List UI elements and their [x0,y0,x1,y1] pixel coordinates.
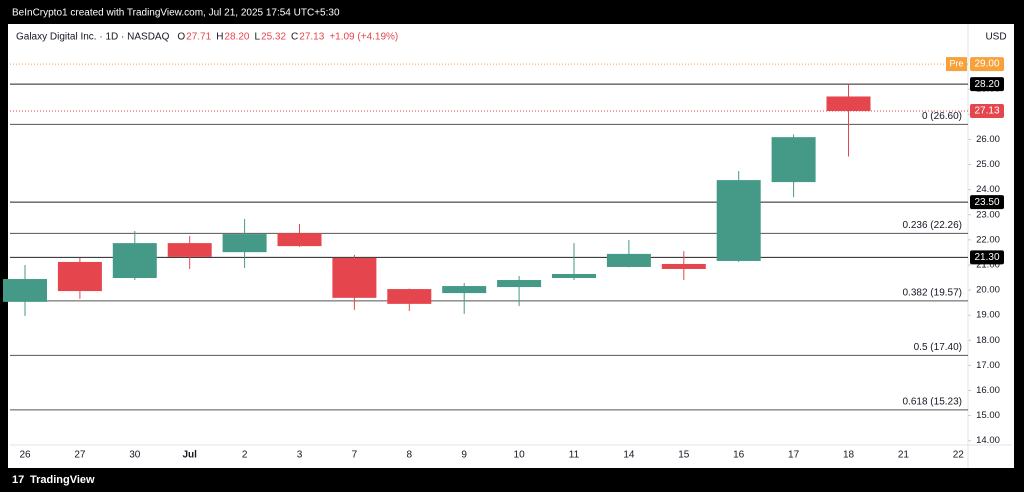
level-label: 28.20 [974,79,999,90]
candle-body [826,96,871,112]
x-tick-label: 17 [788,450,800,461]
y-tick-label: 14.00 [976,435,1000,446]
y-tick-label: 23.00 [976,209,1000,220]
premarket-badge [970,57,1004,72]
y-tick-label: 25.00 [976,159,1000,170]
x-tick-label: 21 [898,450,910,461]
level-label: 21.30 [974,252,999,263]
legend-key: O [177,32,185,43]
fib-label: 0.5 (17.40) [914,342,962,353]
premarket-tag: Pre [949,58,963,68]
x-tick-label: 18 [843,450,855,461]
currency: USD [985,32,1006,43]
x-tick-label: 16 [733,450,745,461]
x-tick-label: 3 [297,450,303,461]
x-tick-label: 22 [953,450,965,461]
legend-key: C [291,32,298,43]
premarket-label: 29.00 [974,59,999,70]
y-tick-label: 26.00 [976,134,1000,145]
last-price-badge [970,104,1004,119]
brand: TradingView [30,474,95,486]
candle-body [716,180,761,261]
fib-label: 0 (26.60) [922,111,962,122]
top-bar-text: BeInCrypto1 created with TradingView.com… [12,8,340,19]
x-tick-label: 11 [569,450,580,461]
x-tick-label: 15 [678,450,690,461]
x-tick-label: 2 [242,450,248,461]
x-tick-label: 30 [129,450,141,461]
candle-body [332,257,377,298]
candle-body [387,289,432,304]
legend-key: L [254,32,260,43]
x-tick-label: 14 [623,450,635,461]
y-tick-label: 17.00 [976,360,1000,371]
level-badge [970,250,1004,265]
last-price-label: 27.13 [974,106,999,117]
x-tick-label: 27 [74,450,86,461]
candle-body [222,234,267,253]
level-label: 23.50 [974,197,999,208]
candle-body [112,243,157,279]
y-tick-label: 20.00 [976,285,1000,296]
legend-value: 27.71 [186,32,211,43]
candle-body [277,233,322,247]
fib-label: 0.618 (15.23) [903,396,963,407]
y-tick-label: 15.00 [976,410,1000,421]
legend-symbol: Galaxy Digital Inc. · 1D · NASDAQ [16,32,170,43]
candle-body [3,279,47,302]
fib-label: 0.236 (22.26) [903,220,963,231]
y-tick-label: 18.00 [976,335,1000,346]
y-tick-label: 22.00 [976,234,1000,245]
y-tick-label: 24.00 [976,184,1000,195]
y-tick-label: 16.00 [976,385,1000,396]
legend-value: 28.20 [224,32,249,43]
legend-value: 27.13 [299,32,324,43]
legend-value: 25.32 [261,32,286,43]
x-tick-label: 10 [514,450,526,461]
candle-body [771,137,816,183]
candle-body [552,273,596,279]
candle-body [606,253,651,267]
x-tick-label: 26 [19,450,31,461]
x-tick-label: 7 [352,450,358,461]
brand-logo: 17 [12,474,24,486]
candle-body [442,286,487,294]
legend-change: +1.09 (+4.19%) [329,32,398,43]
x-tick-label: 8 [407,450,413,461]
chart-area [8,24,1014,468]
candle-body [497,280,542,288]
x-tick-label: Jul [182,450,197,461]
y-tick-label: 21.00 [976,259,1000,270]
candle-body [661,263,706,269]
level-badge [970,77,1004,92]
y-tick-label: 19.00 [976,310,1000,321]
fib-label: 0.382 (19.57) [903,288,963,299]
legend-key: H [216,32,223,43]
candle-body [167,243,212,257]
level-badge [970,195,1004,210]
x-tick-label: 9 [461,450,467,461]
candle-body [57,261,102,292]
premarket-tag-bg [946,57,967,72]
